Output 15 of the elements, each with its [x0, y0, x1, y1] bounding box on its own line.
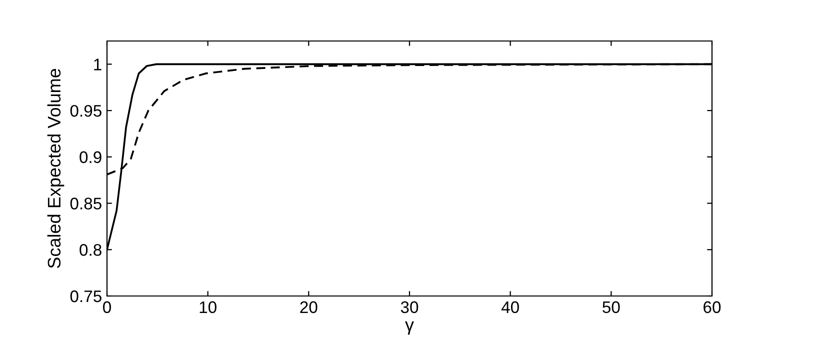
y-tick-label: 0.8 [80, 244, 102, 256]
y-axis-title: Scaled Expected Volume [47, 68, 64, 268]
y-tick-label: 0.9 [80, 151, 102, 164]
y-tick-label: 0.85 [70, 198, 102, 210]
y-tick-label: 0.75 [70, 290, 102, 302]
x-tick-label: 0 [103, 301, 111, 314]
x-tick-label: 50 [602, 301, 620, 314]
x-tick-label: 20 [300, 301, 318, 314]
y-tick-label: 1 [94, 58, 102, 70]
x-tick-label: 60 [704, 301, 721, 314]
y-tick-label: 0.95 [70, 104, 102, 117]
x-tick-label: 30 [400, 301, 418, 314]
x-axis-title: γ [405, 321, 414, 335]
x-tick-label: 10 [200, 301, 216, 314]
x-tick-label: 40 [501, 301, 519, 314]
